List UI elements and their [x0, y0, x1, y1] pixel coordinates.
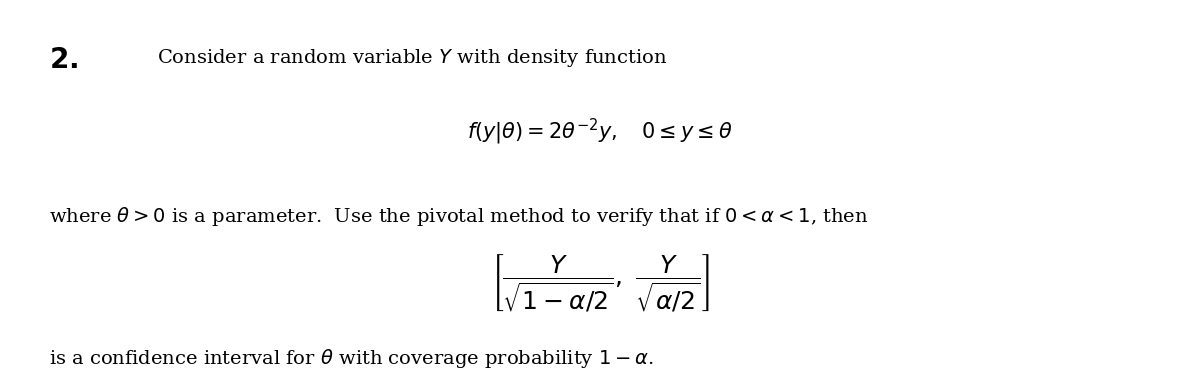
Text: is a confidence interval for $\theta$ with coverage probability $1 - \alpha$.: is a confidence interval for $\theta$ wi… — [49, 347, 654, 370]
Text: $f(y|\theta) = 2\theta^{-2}y, \quad 0 \leq y \leq \theta$: $f(y|\theta) = 2\theta^{-2}y, \quad 0 \l… — [467, 117, 733, 147]
Text: where $\theta > 0$ is a parameter.  Use the pivotal method to verify that if $0 : where $\theta > 0$ is a parameter. Use t… — [49, 205, 869, 228]
Text: $\left[\dfrac{Y}{\sqrt{1-\alpha/2}},\ \dfrac{Y}{\sqrt{\alpha/2}}\right]$: $\left[\dfrac{Y}{\sqrt{1-\alpha/2}},\ \d… — [491, 253, 709, 314]
Text: $\mathbf{2.}$: $\mathbf{2.}$ — [49, 48, 78, 74]
Text: Consider a random variable $Y$ with density function: Consider a random variable $Y$ with dens… — [157, 48, 667, 70]
